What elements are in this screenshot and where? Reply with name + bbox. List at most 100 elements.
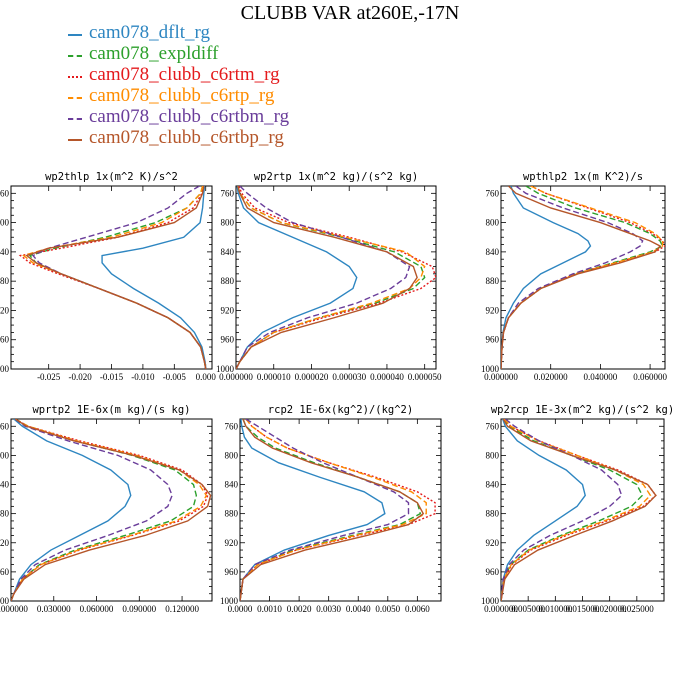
x-tick-label: 0.020000 bbox=[593, 604, 627, 614]
plot-frame bbox=[235, 185, 437, 370]
series-line-4 bbox=[501, 419, 623, 601]
series-line-4 bbox=[501, 186, 644, 369]
y-tick-label: 1000 bbox=[220, 596, 239, 606]
series-line-5 bbox=[240, 419, 425, 601]
legend-label: cam078_clubb_c6rtp_rg bbox=[89, 85, 275, 106]
x-tick-label: 0.000030 bbox=[332, 372, 366, 382]
x-tick-label: 0.025000 bbox=[620, 604, 654, 614]
x-tick-label: 0.0000 bbox=[228, 604, 253, 614]
x-tick-label: 0.000050 bbox=[408, 372, 442, 382]
x-tick-label: 0.000000 bbox=[484, 372, 518, 382]
series-line-0 bbox=[501, 186, 592, 369]
series-line-4 bbox=[11, 419, 173, 601]
y-tick-label: 840 bbox=[221, 247, 235, 257]
series-line-5 bbox=[501, 186, 662, 369]
x-tick-label: -0.025 bbox=[37, 372, 61, 382]
y-tick-label: 1000 bbox=[0, 596, 10, 606]
series-line-1 bbox=[240, 419, 422, 601]
x-tick-label: 0.060000 bbox=[633, 372, 667, 382]
series-line-5 bbox=[25, 186, 207, 369]
chart-panel: wpthlp2 1x(m K^2)/s 760 800 840 880 920 960 100… bbox=[481, 171, 667, 382]
y-tick-label: 920 bbox=[486, 305, 500, 315]
y-tick-label: 840 bbox=[0, 247, 10, 257]
y-tick-label: 920 bbox=[0, 538, 10, 548]
series-line-0 bbox=[101, 186, 207, 369]
x-tick-label: 0.0020 bbox=[287, 604, 312, 614]
chart-panel: wp2rcp 1E-3x(m^2 kg)/(s^2 kg) 760 800 840 88… bbox=[481, 404, 674, 614]
series-line-2 bbox=[11, 419, 209, 601]
y-tick-label: 960 bbox=[221, 335, 235, 345]
series-line-3 bbox=[22, 186, 207, 369]
x-tick-label: 0.0040 bbox=[346, 604, 371, 614]
y-tick-label: 960 bbox=[486, 567, 500, 577]
legend-swatch bbox=[68, 76, 82, 78]
y-tick-label: 960 bbox=[225, 567, 239, 577]
legend-item: cam078_clubb_c6rtbp_rg bbox=[68, 127, 398, 150]
panel-title: wp2rtp 1x(m^2 kg)/(s^2 kg) bbox=[254, 171, 418, 183]
y-tick-label: 760 bbox=[0, 421, 10, 431]
chart-title: CLUBB VAR at260E,-17N bbox=[240, 2, 460, 24]
y-tick-label: 960 bbox=[0, 567, 10, 577]
y-tick-label: 920 bbox=[486, 538, 500, 548]
y-tick-label: 840 bbox=[0, 480, 10, 490]
panel-title: wprtp2 1E-6x(m kg)/(s kg) bbox=[32, 404, 190, 416]
series-line-3 bbox=[501, 186, 664, 369]
x-tick-label: 0.000 bbox=[196, 372, 217, 382]
legend-item: cam078_clubb_c6rtm_rg bbox=[68, 64, 398, 87]
panel-title: wpthlp2 1x(m K^2)/s bbox=[523, 171, 643, 183]
x-tick-label: 0.0030 bbox=[316, 604, 341, 614]
y-tick-label: 760 bbox=[0, 188, 10, 198]
y-tick-label: 880 bbox=[0, 509, 10, 519]
legend-swatch bbox=[68, 55, 82, 57]
y-tick-label: 920 bbox=[0, 305, 10, 315]
x-tick-label: 0.005000 bbox=[511, 604, 545, 614]
legend-item: cam078_dflt_rg bbox=[68, 22, 398, 45]
series-line-5 bbox=[236, 186, 418, 369]
y-tick-label: 960 bbox=[0, 335, 10, 345]
legend-item: cam078_expldiff bbox=[68, 43, 398, 66]
series-line-4 bbox=[240, 419, 410, 601]
legend-label: cam078_clubb_c6rtm_rg bbox=[89, 64, 280, 85]
legend-label: cam078_clubb_c6rtbm_rg bbox=[89, 106, 290, 127]
chart-panel: wprtp2 1E-6x(m kg)/(s kg) 760 800 840 880 920… bbox=[0, 404, 213, 614]
series-line-3 bbox=[236, 186, 426, 369]
x-tick-label: 0.000000 bbox=[219, 372, 253, 382]
series-line-2 bbox=[240, 419, 436, 601]
x-tick-label: 0.090000 bbox=[122, 604, 156, 614]
y-tick-label: 760 bbox=[221, 188, 235, 198]
x-tick-label: 0.000000 bbox=[484, 604, 518, 614]
series-line-0 bbox=[501, 419, 586, 601]
y-tick-label: 800 bbox=[0, 218, 10, 228]
y-tick-label: 920 bbox=[221, 305, 235, 315]
y-tick-label: 1000 bbox=[481, 596, 500, 606]
legend-label: cam078_clubb_c6rtbp_rg bbox=[89, 127, 284, 148]
x-tick-label: 0.0060 bbox=[405, 604, 430, 614]
series-line-0 bbox=[240, 419, 386, 601]
x-tick-label: -0.005 bbox=[163, 372, 187, 382]
y-tick-label: 800 bbox=[225, 450, 239, 460]
y-tick-label: 880 bbox=[225, 509, 239, 519]
plot-frame bbox=[10, 185, 213, 370]
panel-title: rcp2 1E-6x(kg^2)/(kg^2) bbox=[268, 404, 413, 416]
x-tick-label: 0.020000 bbox=[534, 372, 568, 382]
series-line-3 bbox=[240, 419, 427, 601]
x-tick-label: 0.0050 bbox=[375, 604, 400, 614]
x-tick-label: -0.020 bbox=[68, 372, 92, 382]
y-tick-label: 960 bbox=[486, 335, 500, 345]
y-tick-label: 800 bbox=[221, 218, 235, 228]
y-tick-label: 880 bbox=[486, 276, 500, 286]
legend-label: cam078_dflt_rg bbox=[89, 22, 211, 43]
series-line-5 bbox=[11, 419, 212, 601]
series-line-0 bbox=[236, 186, 358, 369]
y-tick-label: 840 bbox=[486, 247, 500, 257]
legend: cam078_dflt_rg cam078_expldiff cam078_cl… bbox=[68, 22, 398, 150]
chart-panel: rcp2 1E-6x(kg^2)/(kg^2) 760 800 840 880 920 96… bbox=[220, 404, 442, 614]
x-tick-label: 0.015000 bbox=[566, 604, 600, 614]
series-line-1 bbox=[501, 419, 644, 601]
x-tick-label: -0.015 bbox=[100, 372, 124, 382]
y-tick-label: 800 bbox=[486, 218, 500, 228]
x-tick-label: 0.000020 bbox=[295, 372, 329, 382]
y-tick-label: 840 bbox=[225, 480, 239, 490]
y-tick-label: 800 bbox=[486, 450, 500, 460]
